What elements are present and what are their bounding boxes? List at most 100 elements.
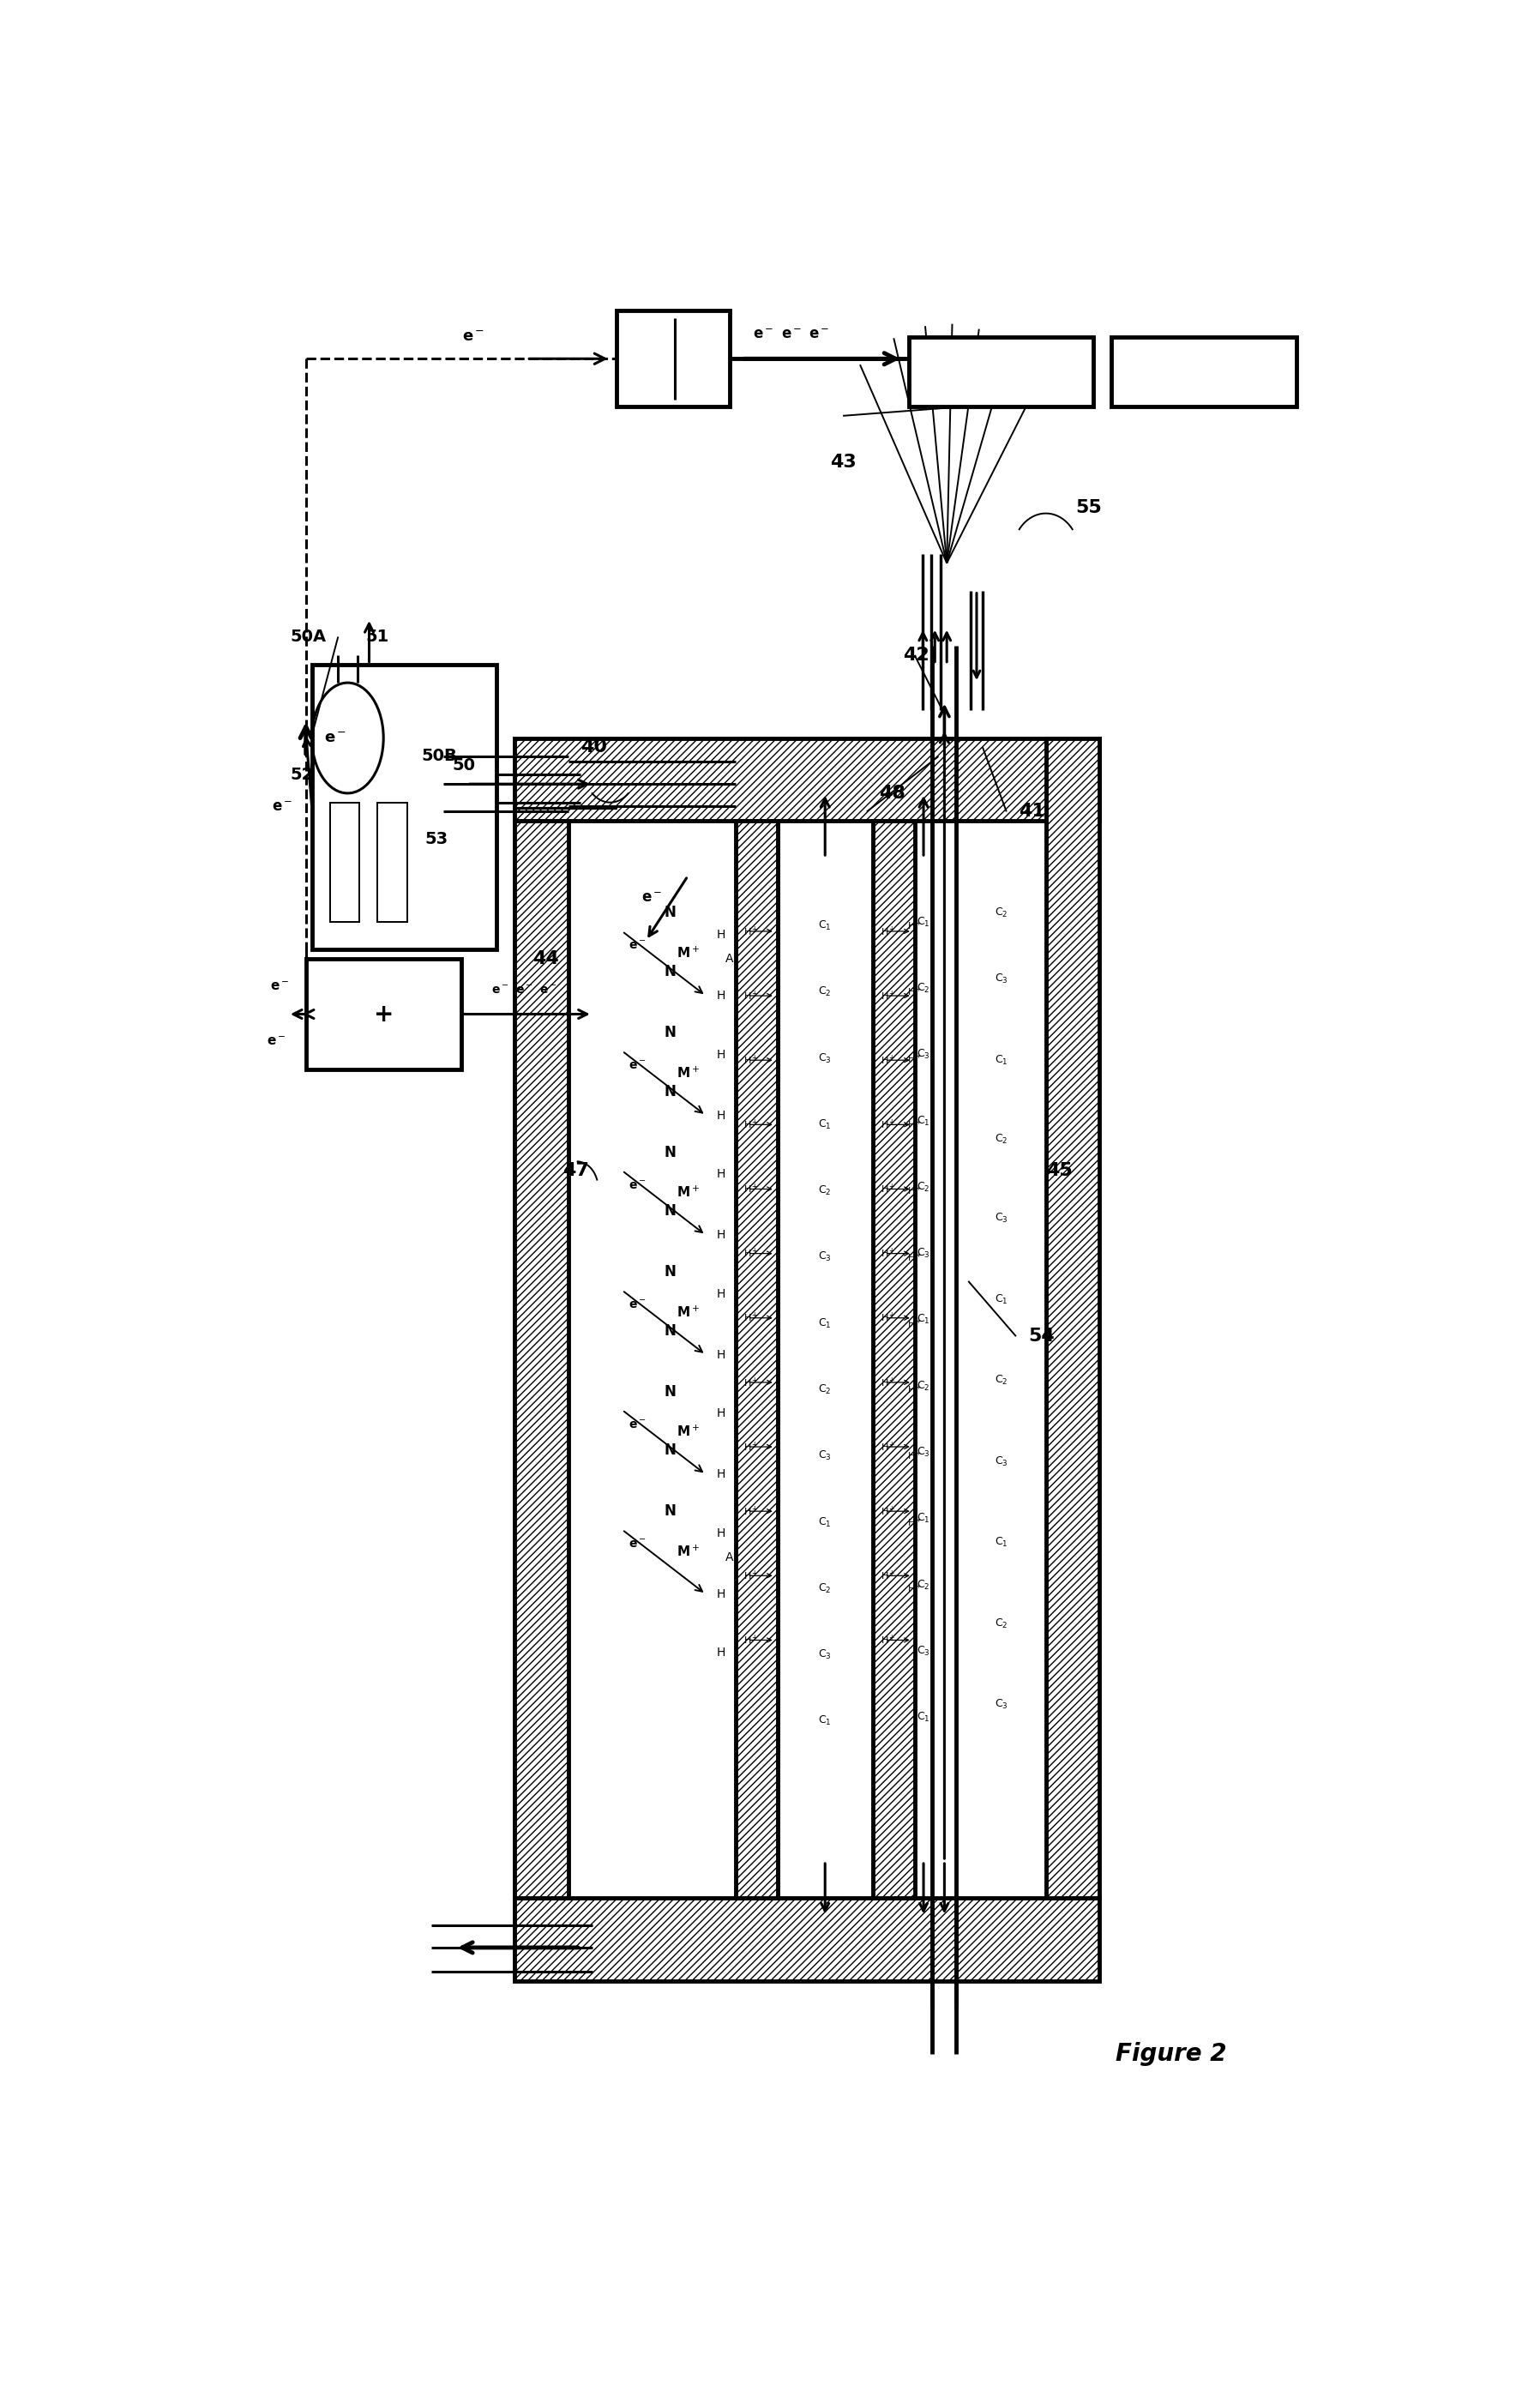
Text: H: H [716,1468,725,1480]
Text: e$^-$: e$^-$ [266,1035,285,1047]
Text: H$^+$: H$^+$ [881,1375,896,1389]
Text: 55: 55 [1075,500,1103,516]
Bar [616,311,730,406]
Text: 50A: 50A [291,629,326,646]
Text: H$^+$: H$^+$ [907,1184,922,1198]
Text: e$^-$: e$^-$ [323,729,346,746]
Text: M$^+$: M$^+$ [676,1305,699,1320]
Text: 45: 45 [1046,1162,1072,1179]
Text: 48: 48 [879,784,906,801]
Text: C$_1$: C$_1$ [916,916,930,928]
Bar [873,820,915,1898]
Text: M$^+$: M$^+$ [676,947,699,961]
Bar [514,820,568,1898]
Text: H: H [716,1050,725,1062]
Text: H$^+$: H$^+$ [744,1310,759,1325]
Text: e$^-$: e$^-$ [628,1059,647,1071]
Text: +: + [373,1002,394,1026]
Text: C$_2$: C$_2$ [995,1616,1007,1631]
Text: H$^+$: H$^+$ [881,1633,896,1647]
Text: H$^+$: H$^+$ [907,985,922,999]
Text: H: H [716,1408,725,1420]
Text: M$^+$: M$^+$ [676,1186,699,1200]
Text: e$^-$: e$^-$ [628,1418,647,1430]
Text: e$^-$: e$^-$ [781,328,802,342]
Text: N: N [664,1026,676,1040]
Text: H: H [716,930,725,942]
Text: 40: 40 [581,739,607,756]
Text: H$^+$: H$^+$ [881,1184,896,1196]
Text: H$^+$: H$^+$ [907,1317,922,1329]
Text: Figure 2: Figure 2 [1115,2042,1227,2066]
Text: C$_3$: C$_3$ [916,1447,930,1459]
Text: C$_2$: C$_2$ [916,983,930,995]
Text: C$_3$: C$_3$ [818,1052,832,1064]
Text: C$_1$: C$_1$ [916,1511,930,1525]
Text: C$_2$: C$_2$ [995,1133,1007,1145]
Text: e$^-$: e$^-$ [753,328,773,342]
Text: H$^+$: H$^+$ [881,1054,896,1066]
Text: C$_2$: C$_2$ [818,1384,832,1396]
Text: C$_2$: C$_2$ [818,1184,832,1198]
Bar [736,820,778,1898]
Text: H$^+$: H$^+$ [744,1568,759,1583]
Text: H$^+$: H$^+$ [881,1310,896,1325]
Text: H$^+$: H$^+$ [907,1449,922,1463]
Text: H: H [716,1109,725,1121]
Text: C$_3$: C$_3$ [995,1212,1007,1224]
Bar [306,959,460,1069]
Text: N: N [664,1442,676,1459]
Text: H$^+$: H$^+$ [744,925,759,937]
Text: H: H [716,1528,725,1540]
Text: H$^+$: H$^+$ [744,990,759,1002]
Text: C$_1$: C$_1$ [818,1714,832,1729]
Text: e$^-$: e$^-$ [628,1298,647,1310]
Text: e$^-$: e$^-$ [462,330,484,344]
Text: N: N [664,1203,676,1219]
Text: e$^-$: e$^-$ [809,328,830,342]
Text: N: N [664,1145,676,1160]
Text: H$^+$: H$^+$ [881,1439,896,1454]
Text: C$_3$: C$_3$ [818,1647,832,1662]
Text: C$_2$: C$_2$ [916,1380,930,1392]
Text: e$^-$: e$^-$ [628,1537,647,1549]
Text: H$^+$: H$^+$ [881,1248,896,1260]
Text: H$^+$: H$^+$ [744,1504,759,1518]
Text: C$_1$: C$_1$ [995,1535,1007,1549]
Text: 50: 50 [453,758,476,775]
Text: A: A [725,954,733,966]
Text: H: H [716,1229,725,1241]
Text: 47: 47 [562,1162,588,1179]
Text: H$^+$: H$^+$ [744,1184,759,1196]
Bar [909,337,1093,406]
Text: H$^+$: H$^+$ [744,1439,759,1454]
Bar [514,739,1100,820]
Text: C$_3$: C$_3$ [818,1449,832,1463]
Text: H$^+$: H$^+$ [907,1516,922,1528]
Text: H$^+$: H$^+$ [744,1119,759,1131]
Text: C$_1$: C$_1$ [995,1294,1007,1305]
Text: N: N [664,1384,676,1399]
Text: C$_1$: C$_1$ [916,1313,930,1327]
Text: H$^+$: H$^+$ [907,1119,922,1131]
Text: C$_1$: C$_1$ [818,1516,832,1528]
Text: C$_2$: C$_2$ [916,1181,930,1193]
Text: H$^+$: H$^+$ [907,1250,922,1265]
Text: N: N [664,1504,676,1518]
Bar [311,665,497,949]
Text: 43: 43 [830,454,856,471]
Text: H$^+$: H$^+$ [907,918,922,932]
Text: N: N [664,1265,676,1279]
Text: C$_3$: C$_3$ [916,1248,930,1260]
Text: 50B: 50B [422,748,457,765]
Text: C$_3$: C$_3$ [995,1698,1007,1712]
Text: C$_1$: C$_1$ [818,1119,832,1131]
Text: H$^+$: H$^+$ [881,1504,896,1518]
Text: e$^-$: e$^-$ [539,985,557,997]
Text: M$^+$: M$^+$ [676,1066,699,1081]
Text: H$^+$: H$^+$ [744,1248,759,1260]
Bar [377,803,407,923]
Text: 54: 54 [1029,1327,1055,1344]
Bar [330,803,360,923]
Text: C$_3$: C$_3$ [995,973,1007,985]
